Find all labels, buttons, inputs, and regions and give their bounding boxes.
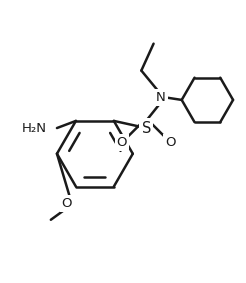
Text: O: O bbox=[62, 197, 72, 210]
Text: N: N bbox=[156, 91, 166, 104]
Text: H₂N: H₂N bbox=[22, 121, 47, 134]
Text: S: S bbox=[141, 121, 151, 136]
Text: O: O bbox=[117, 136, 127, 149]
Text: O: O bbox=[166, 136, 176, 149]
